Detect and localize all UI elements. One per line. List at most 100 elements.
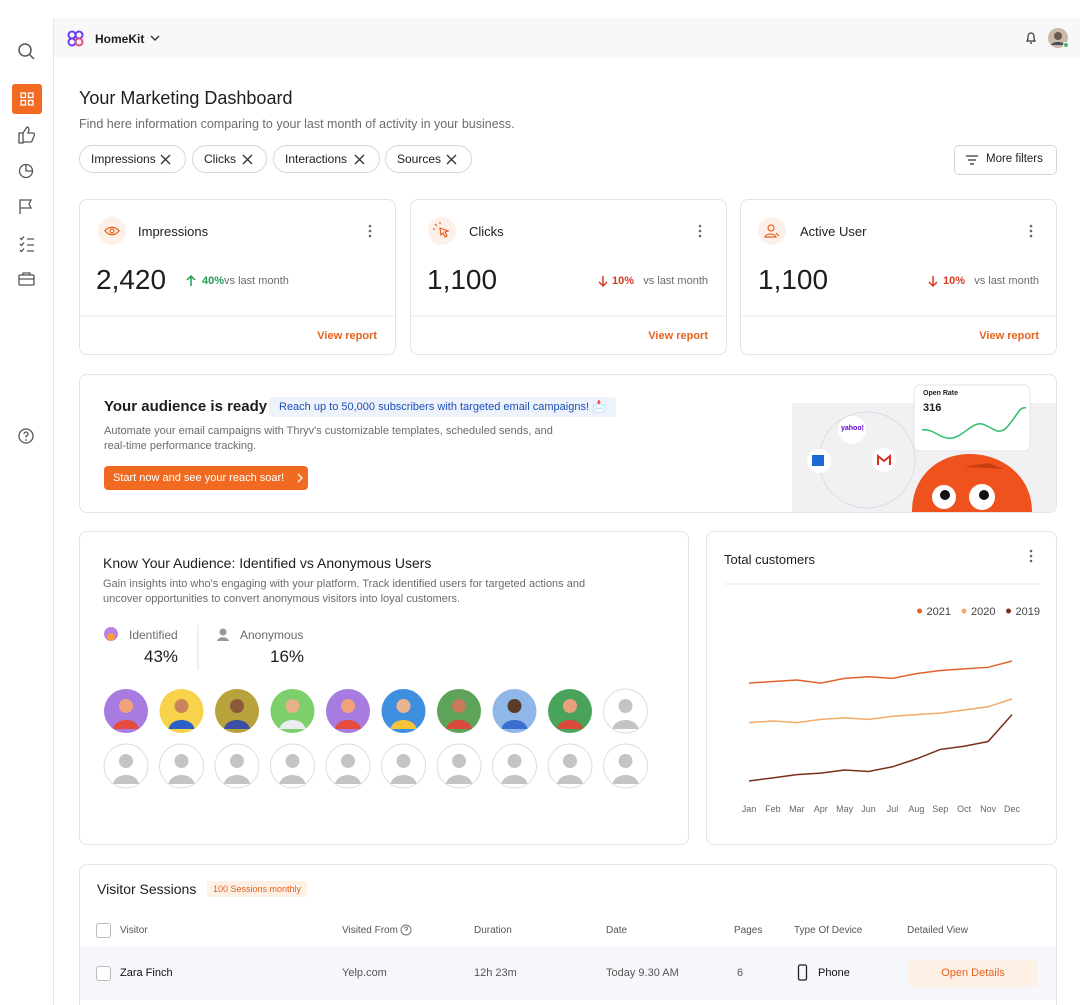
graphic [698, 224, 702, 228]
audience-card [79, 531, 689, 845]
remove-filter[interactable] [160, 154, 171, 165]
filter-chip[interactable]: Clicks [192, 145, 267, 173]
graphic [20, 92, 27, 99]
visitor-name: Zara Finch [120, 967, 173, 979]
legend-label: 2020 [971, 606, 995, 618]
column-header: Detailed View [907, 925, 968, 936]
brand-name[interactable]: HomeKit [95, 32, 145, 46]
likes-icon[interactable] [18, 126, 36, 144]
remove-filter[interactable] [354, 154, 365, 165]
stat-change: 10% [611, 275, 635, 287]
avatar-head [230, 699, 244, 713]
filter-chip[interactable]: Impressions [79, 145, 186, 173]
graphic [1029, 549, 1033, 553]
graphic [28, 53, 35, 60]
stat-card [79, 199, 396, 355]
graphic [698, 234, 702, 238]
text: 10% vs last month [943, 275, 1039, 287]
avatar-body [335, 720, 361, 729]
graphic [368, 224, 1033, 238]
graphic [18, 43, 32, 57]
graphic [219, 628, 227, 636]
graphic [797, 964, 808, 981]
avatar-body [446, 775, 472, 784]
briefcase-icon[interactable] [18, 274, 35, 286]
view-report-link[interactable]: View report [979, 330, 1039, 342]
filter-close-icons [160, 154, 457, 165]
graphic [25, 439, 27, 441]
stat-change: 40% [202, 275, 225, 287]
avatar-head [174, 699, 189, 713]
avatar-head [230, 754, 244, 768]
filter-chip[interactable]: Sources [385, 145, 472, 173]
chart-title: Total customers [724, 552, 816, 567]
remove-filter[interactable] [242, 154, 253, 165]
avatar-head [452, 699, 466, 713]
graphic [104, 222, 780, 238]
graphic [67, 37, 77, 47]
anonymous-label: Anonymous [240, 628, 304, 642]
column-header: Visited From [342, 925, 398, 936]
avatar-grid [103, 625, 648, 789]
flag-icon[interactable] [19, 199, 33, 214]
graphic [877, 453, 891, 465]
info-icon [400, 924, 412, 936]
help-icon[interactable] [18, 428, 34, 444]
search-icon[interactable] [18, 43, 35, 60]
filter-chip[interactable]: Interactions [273, 145, 380, 173]
stat-card [410, 199, 727, 355]
select-all-checkbox[interactable] [96, 923, 111, 938]
trend-down-icon [928, 276, 938, 288]
more-filters-button[interactable] [954, 145, 1057, 175]
graphic [98, 217, 126, 245]
user-avatar[interactable] [1048, 28, 1070, 50]
view-report-link[interactable]: View report [317, 330, 377, 342]
stat-compare: vs last month [643, 275, 708, 287]
column-header: Type Of Device [794, 925, 863, 936]
open-details-button[interactable]: Open Details [908, 960, 1038, 987]
sessions-badge: 100 Sessions monthly [207, 881, 308, 897]
graphic [27, 92, 34, 99]
sidebar-icons [12, 43, 42, 444]
avatar-head [507, 754, 522, 768]
avatar-body [279, 775, 306, 784]
tasks-icon[interactable] [19, 236, 34, 253]
stat-label: Impressions [138, 224, 209, 239]
graphic [160, 154, 457, 165]
avatar-head [119, 754, 133, 768]
line-series [748, 714, 1013, 782]
remove-filter[interactable] [446, 154, 457, 165]
x-tick-label: Nov [980, 804, 997, 814]
x-tick-label: Mar [789, 804, 805, 814]
banner-button[interactable]: Start now and see your reach soar! [104, 466, 309, 490]
avatar-head [563, 699, 577, 713]
notifications-icon[interactable] [1024, 31, 1038, 45]
x-tick-label: Feb [765, 804, 781, 814]
avatar-head [507, 699, 522, 713]
graphic [838, 416, 866, 444]
identified-label: Identified [129, 628, 178, 642]
page-title: Your Marketing Dashboard [79, 88, 293, 108]
pages: 6 [737, 967, 744, 979]
avatar-body [168, 775, 195, 784]
text: 10% vs last month [612, 275, 708, 287]
x-tick-label: Aug [908, 804, 924, 814]
graphic [964, 463, 1004, 469]
graphic [913, 384, 1031, 452]
dashboard-icon[interactable] [12, 84, 42, 114]
line-series [748, 698, 1013, 724]
stat-compare: vs last month [224, 275, 289, 287]
graphic [404, 926, 408, 931]
graphic [1026, 32, 1036, 44]
row-checkbox[interactable] [96, 966, 111, 981]
avatar-head [618, 699, 633, 713]
top-bar [54, 18, 1080, 58]
graphic [67, 30, 84, 47]
avatar-head [285, 699, 300, 713]
graphic [1029, 234, 1033, 238]
graphic [20, 92, 34, 106]
graphic [20, 99, 27, 106]
brand-dropdown[interactable] [148, 32, 162, 44]
view-report-link[interactable]: View report [648, 330, 708, 342]
open-rate-value: 316 [923, 402, 942, 414]
